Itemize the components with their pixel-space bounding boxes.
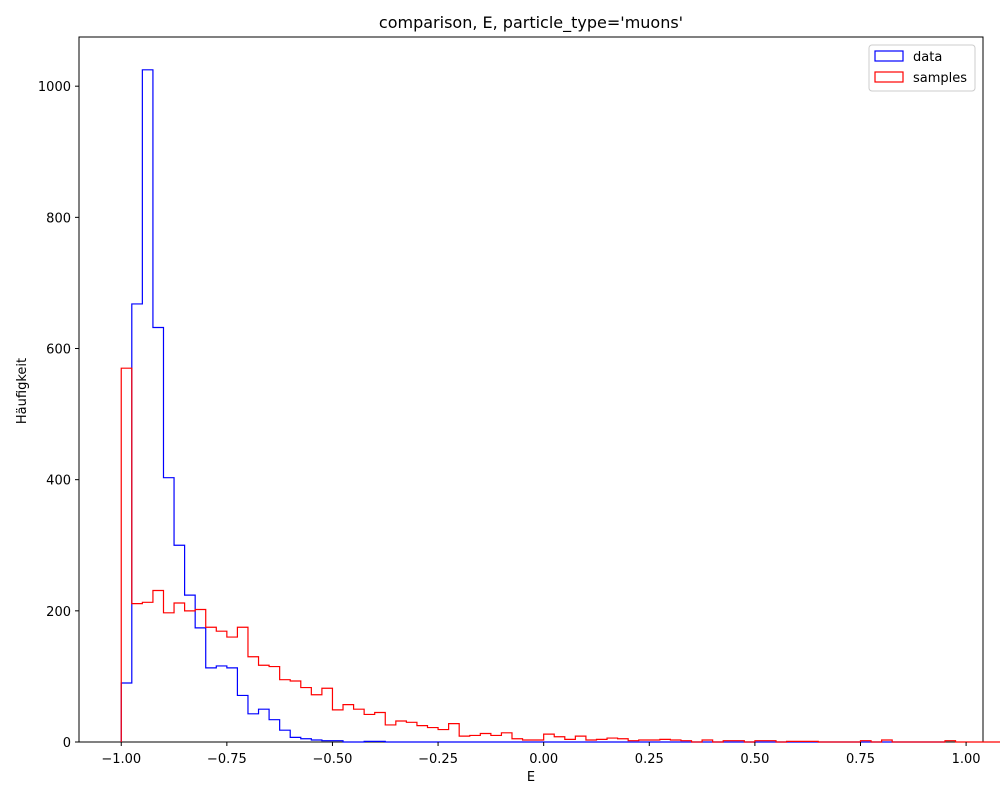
- y-tick-label: 200: [46, 605, 71, 620]
- legend-label-data: data: [913, 50, 942, 65]
- y-tick-label: 1000: [38, 80, 71, 95]
- legend-swatch-samples: [874, 71, 904, 83]
- y-tick-label: 600: [46, 343, 71, 358]
- x-tick-label: 1.00: [952, 752, 981, 767]
- legend: data samples: [868, 44, 976, 92]
- x-tick-label: 0.00: [529, 752, 558, 767]
- series-data-histogram: [120, 69, 945, 743]
- x-tick-label: −0.75: [207, 752, 247, 767]
- y-axis-title: Häufigkeit: [15, 358, 30, 424]
- chart-title: comparison, E, particle_type='muons': [379, 13, 683, 33]
- legend-box: [868, 44, 976, 92]
- y-tick-label: 800: [46, 211, 71, 226]
- x-tick-label: 0.50: [740, 752, 769, 767]
- x-tick-label: −1.00: [101, 752, 141, 767]
- x-tick-label: −0.25: [418, 752, 458, 767]
- series-samples-histogram: [120, 367, 1000, 743]
- legend-label-samples: samples: [913, 71, 967, 86]
- x-tick-label: 0.75: [846, 752, 875, 767]
- y-tick-label: 0: [63, 736, 71, 751]
- x-tick-label: 0.25: [635, 752, 664, 767]
- y-tick-label: 400: [46, 474, 71, 489]
- x-axis-title: E: [527, 770, 535, 785]
- axes-frame: [78, 36, 984, 743]
- x-tick-label: −0.50: [313, 752, 353, 767]
- legend-swatch-data: [874, 50, 904, 62]
